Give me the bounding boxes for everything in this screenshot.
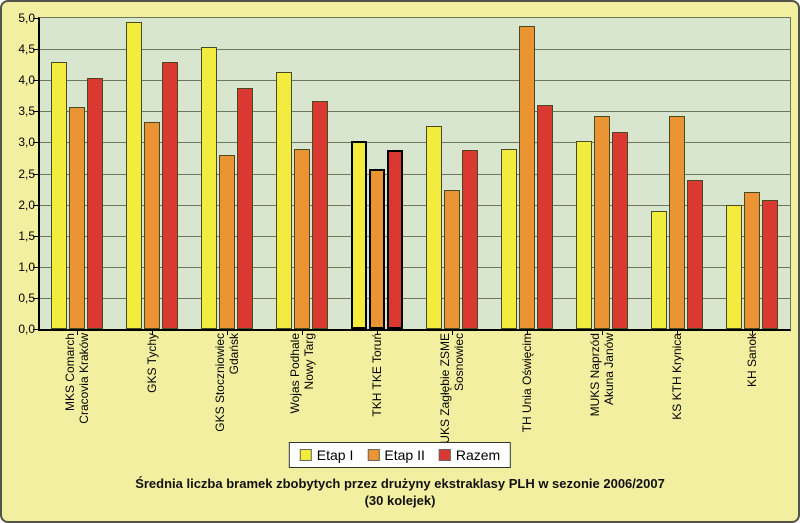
y-axis-tick <box>33 111 38 113</box>
bar-razem-4 <box>312 100 329 329</box>
bar-etap-i-9 <box>650 210 667 329</box>
y-axis-tick <box>33 297 38 299</box>
x-axis-tick <box>601 331 603 335</box>
bar-razem-3 <box>237 88 254 329</box>
y-axis-label: 0,0 <box>18 322 35 336</box>
chart-title-line2: (30 kolejek) <box>364 493 436 508</box>
gridline <box>40 297 790 299</box>
bar-etap-ii-3 <box>219 154 236 329</box>
y-axis-label: 5,0 <box>18 11 35 25</box>
y-axis-tick <box>33 204 38 206</box>
y-axis-tick <box>33 329 38 330</box>
bar-etap-ii-2 <box>144 121 161 329</box>
legend-item-3: Razem <box>438 447 501 463</box>
bar-razem-9 <box>686 179 703 329</box>
bar-razem-1 <box>87 78 104 329</box>
x-axis-label: GKS Tychy <box>145 333 160 393</box>
gridline <box>40 111 790 113</box>
x-axis-label: GKS Stoczniowiec Gdańsk <box>213 333 242 432</box>
legend-item-label: Etap I <box>316 447 354 463</box>
x-axis-label: TH Unia Oświęcim <box>519 333 534 433</box>
bar-razem-6 <box>461 150 478 329</box>
y-axis-label: 3,0 <box>18 135 35 150</box>
bar-etap-i-4 <box>276 72 293 329</box>
gridline <box>40 49 790 51</box>
bar-razem-10 <box>761 200 778 329</box>
gridline <box>40 142 790 144</box>
bar-etap-ii-5 <box>369 169 386 329</box>
plot-area <box>38 17 791 331</box>
bar-razem-5 <box>387 150 404 329</box>
bar-etap-ii-8 <box>593 115 610 329</box>
bar-etap-ii-1 <box>69 106 86 329</box>
x-axis-label: UKS Zagłębie ZSME Sosnowiec <box>437 333 466 444</box>
x-axis-tick <box>302 331 304 335</box>
x-axis-label: MKS Comarch Cracovia Kraków <box>63 333 92 424</box>
y-axis-label: 0,5 <box>18 290 35 305</box>
x-axis-tick <box>751 331 753 335</box>
x-axis-label: Wojas Podhale Nowy Targ <box>288 333 317 414</box>
legend-item-label: Etap II <box>384 447 425 463</box>
gridline <box>40 266 790 268</box>
gridline <box>40 235 790 237</box>
x-axis-tick <box>377 331 379 335</box>
y-axis-tick <box>33 80 38 82</box>
y-axis-tick <box>33 266 38 268</box>
bar-etap-i-1 <box>51 61 68 329</box>
bar-razem-8 <box>611 131 628 329</box>
bar-etap-ii-10 <box>743 192 760 329</box>
y-axis-tick <box>33 49 38 51</box>
y-axis-label: 1,0 <box>18 259 35 274</box>
legend-swatch <box>438 449 451 461</box>
legend-swatch <box>367 449 380 461</box>
bar-etap-ii-9 <box>668 115 685 329</box>
legend-item-label: Razem <box>455 447 501 463</box>
x-axis-tick <box>77 331 79 335</box>
gridline <box>40 204 790 206</box>
bar-etap-ii-6 <box>443 190 460 329</box>
x-axis-tick <box>451 331 453 335</box>
bar-razem-2 <box>162 61 179 329</box>
bar-etap-i-2 <box>126 22 143 329</box>
y-axis-tick <box>33 18 38 19</box>
y-axis-label: 3,5 <box>18 104 35 119</box>
x-axis-label: KS KTH Krynica <box>669 333 684 420</box>
x-axis-label: TKH TKE Toruń <box>370 333 385 417</box>
y-axis-label: 2,5 <box>18 166 35 181</box>
y-axis-label: 1,5 <box>18 228 35 243</box>
bar-etap-i-3 <box>201 47 218 329</box>
bar-etap-ii-7 <box>518 26 535 329</box>
bar-etap-i-6 <box>425 125 442 329</box>
chart-title: Średnia liczba bramek zbobytych przez dr… <box>2 475 798 509</box>
y-axis-label: 4,0 <box>18 73 35 88</box>
x-axis-label: MUKS Naprzód Akuna Janów <box>587 333 616 417</box>
legend-item-1: Etap I <box>299 447 354 463</box>
bar-etap-i-5 <box>351 140 368 329</box>
bar-etap-ii-4 <box>294 148 311 329</box>
x-axis-tick <box>526 331 528 335</box>
x-axis-tick <box>227 331 229 335</box>
x-axis-tick <box>152 331 154 335</box>
bar-razem-7 <box>536 105 553 329</box>
gridline <box>40 80 790 82</box>
chart-title-line1: Średnia liczba bramek zbobytych przez dr… <box>135 476 665 491</box>
x-axis-tick <box>676 331 678 335</box>
y-axis-tick <box>33 142 38 144</box>
legend-item-2: Etap II <box>367 447 425 463</box>
y-axis-label: 4,5 <box>18 42 35 57</box>
y-axis-label: 2,0 <box>18 197 35 212</box>
legend: Etap I Etap II Razem <box>288 442 512 468</box>
bar-etap-i-10 <box>725 204 742 329</box>
y-axis-tick <box>33 173 38 175</box>
x-axis-label: KH Sanok <box>744 333 759 388</box>
bar-etap-i-7 <box>500 148 517 329</box>
y-axis-tick <box>33 235 38 237</box>
gridline <box>40 173 790 175</box>
bar-etap-i-8 <box>575 140 592 329</box>
legend-swatch <box>299 449 312 461</box>
